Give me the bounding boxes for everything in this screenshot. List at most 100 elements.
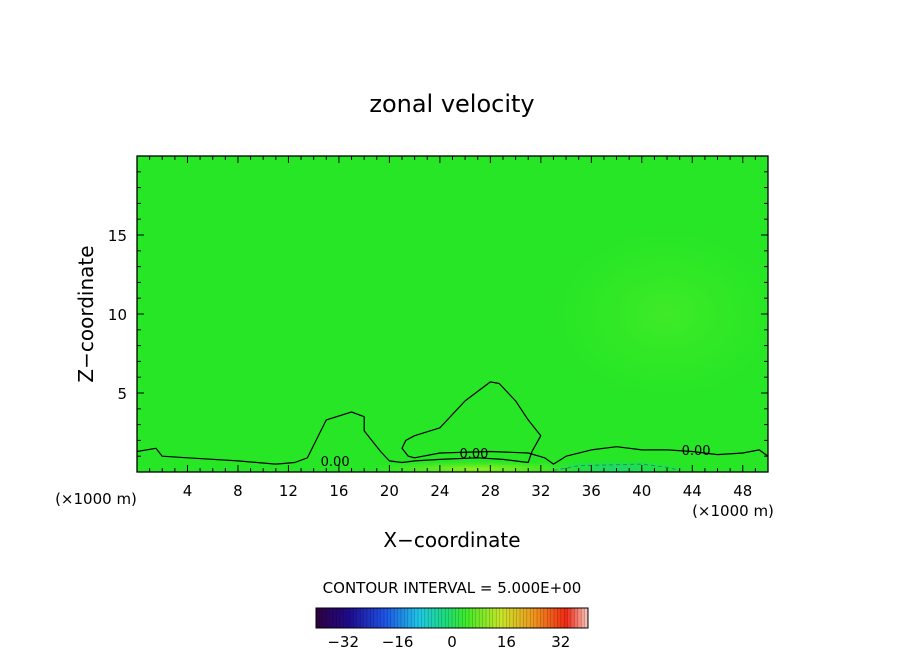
colorbar-cell — [438, 608, 443, 628]
colorbar-cell — [384, 608, 388, 628]
colorbar-cell — [523, 608, 528, 628]
colorbar: CONTOUR INTERVAL = 5.000E+00 −32 −16 0 16 32 — [315, 579, 589, 651]
contour-dashed-line-0 — [553, 463, 680, 471]
colorbar-cell — [479, 608, 483, 628]
colorbar-cell — [380, 608, 385, 628]
colorbar-tick-label: −32 — [327, 633, 359, 651]
colorbar-cell — [367, 608, 371, 628]
colorbar-cell — [390, 608, 395, 628]
colorbar-cell — [445, 608, 449, 628]
colorbar-cell — [411, 608, 415, 628]
colorbar-tick-label: 0 — [447, 633, 457, 651]
colorbar-cell — [407, 608, 412, 628]
x-tick-label: 28 — [481, 482, 500, 500]
colorbar-cell — [482, 608, 487, 628]
colorbar-cell — [509, 608, 514, 628]
colorbar-cell — [435, 608, 439, 628]
colorbar-cell — [363, 608, 368, 628]
colorbar-cell — [397, 608, 402, 628]
colorbar-cell — [458, 608, 463, 628]
x-unit-right: (×1000 m) — [692, 502, 774, 520]
colorbar-cell — [543, 608, 548, 628]
colorbar-cell — [370, 608, 375, 628]
x-tick-label: 36 — [582, 482, 601, 500]
colorbar-cell — [503, 608, 507, 628]
colorbar-cell — [448, 608, 453, 628]
colorbar-cell — [533, 608, 538, 628]
colorbar-cell — [472, 608, 477, 628]
colorbar-cell — [581, 608, 585, 628]
colorbar-cell — [462, 608, 466, 628]
x-tick-label: 4 — [183, 482, 193, 500]
colorbar-cell — [499, 608, 504, 628]
colorbar-cell — [486, 608, 490, 628]
colorbar-cell — [557, 608, 562, 628]
colorbar-cell — [537, 608, 541, 628]
colorbar-title: CONTOUR INTERVAL = 5.000E+00 — [323, 579, 582, 597]
colorbar-cell — [414, 608, 419, 628]
colorbar-cell — [316, 608, 320, 628]
colorbar-cell — [326, 608, 330, 628]
colorbar-cell — [350, 608, 354, 628]
colorbar-cell — [547, 608, 551, 628]
colorbar-cell — [526, 608, 531, 628]
colorbar-cell — [336, 608, 341, 628]
colorbar-cell — [424, 608, 429, 628]
y-axis-label: Z−coordinate — [74, 245, 98, 382]
colorbar-cell — [571, 608, 575, 628]
colorbar-tick-label: 32 — [551, 633, 570, 651]
colorbar-cell — [520, 608, 524, 628]
colorbar-tick-label: 16 — [497, 633, 516, 651]
contour-label: 0.00 — [459, 447, 488, 462]
colorbar-cell — [377, 608, 381, 628]
colorbar-cell — [584, 608, 589, 628]
colorbar-cell — [401, 608, 405, 628]
colorbar-cell — [394, 608, 398, 628]
contour-label: 0.00 — [321, 455, 350, 470]
colorbar-cell — [530, 608, 534, 628]
colorbar-cell — [540, 608, 545, 628]
colorbar-cell — [360, 608, 364, 628]
colorbar-cell — [465, 608, 470, 628]
colorbar-cell — [452, 608, 456, 628]
x-tick-label: 16 — [329, 482, 348, 500]
x-tick-label: 40 — [632, 482, 651, 500]
colorbar-cell — [560, 608, 565, 628]
colorbar-cell — [441, 608, 446, 628]
colorbar-cell — [322, 608, 327, 628]
colorbar-cell — [387, 608, 392, 628]
colorbar-cell — [431, 608, 436, 628]
colorbar-cell — [346, 608, 351, 628]
colorbar-cell — [513, 608, 517, 628]
contour-label: 0.00 — [682, 444, 711, 459]
colorbar-cell — [421, 608, 426, 628]
colorbar-cell — [564, 608, 568, 628]
chart-title: zonal velocity — [369, 90, 534, 118]
field-region-2 — [540, 219, 768, 409]
colorbar-cell — [567, 608, 572, 628]
colorbar-cell — [428, 608, 432, 628]
colorbar-cell — [373, 608, 378, 628]
colorbar-cell — [577, 608, 582, 628]
y-tick-label: 5 — [117, 385, 127, 403]
plot-area: 0.000.00 0.00 4 8 12 16 20 24 28 32 36 40 44 48 5101… — [108, 155, 769, 500]
colorbar-cell — [455, 608, 460, 628]
colorbar-tick-label: −16 — [382, 633, 414, 651]
colorbar-cell — [574, 608, 579, 628]
colorbar-cell — [319, 608, 324, 628]
colorbar-cell — [333, 608, 337, 628]
colorbar-cell — [475, 608, 480, 628]
colorbar-cell — [506, 608, 511, 628]
x-tick-label: 12 — [279, 482, 298, 500]
x-axis-label: X−coordinate — [383, 528, 520, 552]
colorbar-cell — [469, 608, 473, 628]
x-tick-label: 8 — [233, 482, 243, 500]
colorbar-frame — [315, 607, 589, 629]
contour-zero-line-0 — [137, 381, 768, 465]
colorbar-cell — [339, 608, 344, 628]
colorbar-cell — [554, 608, 558, 628]
x-tick-label: 48 — [733, 482, 752, 500]
y-tick-label: 15 — [108, 227, 127, 245]
colorbar-cell — [496, 608, 500, 628]
